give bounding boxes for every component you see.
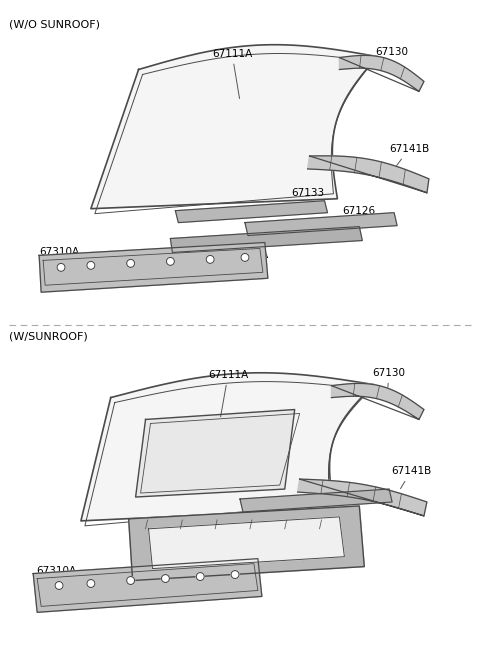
Polygon shape [91,45,377,209]
Text: (W/O SUNROOF): (W/O SUNROOF) [9,20,100,29]
Text: 67126: 67126 [345,494,378,504]
Text: 67133: 67133 [291,188,324,206]
Text: 67141B: 67141B [389,144,429,167]
Text: 67121A: 67121A [228,244,268,261]
Polygon shape [332,383,424,419]
Text: 67130: 67130 [376,47,408,71]
Circle shape [127,576,134,584]
Text: 67115: 67115 [282,506,318,524]
Polygon shape [245,213,397,236]
Polygon shape [136,409,295,497]
Text: 67310A: 67310A [39,248,88,261]
Polygon shape [240,489,392,512]
Polygon shape [81,373,374,521]
Polygon shape [39,242,268,292]
Polygon shape [33,559,262,612]
Polygon shape [170,227,362,252]
Circle shape [241,253,249,261]
Circle shape [87,580,95,588]
Text: 67111A: 67111A [208,369,248,417]
Circle shape [57,263,65,271]
Circle shape [206,255,214,263]
Circle shape [196,572,204,580]
Polygon shape [129,506,364,580]
Polygon shape [308,156,429,193]
Polygon shape [148,517,344,569]
Text: 67141B: 67141B [391,466,431,489]
Text: 67130: 67130 [372,367,406,392]
Circle shape [167,257,174,265]
Polygon shape [175,200,327,223]
Text: 67310A: 67310A [36,565,86,580]
Text: 67126: 67126 [342,206,376,222]
Text: (W/SUNROOF): (W/SUNROOF) [9,332,88,342]
Polygon shape [339,56,424,92]
Circle shape [161,574,169,582]
Polygon shape [298,479,427,516]
Circle shape [55,582,63,590]
Circle shape [231,571,239,578]
Circle shape [127,259,134,267]
Text: 67111A: 67111A [212,48,252,99]
Circle shape [87,261,95,269]
